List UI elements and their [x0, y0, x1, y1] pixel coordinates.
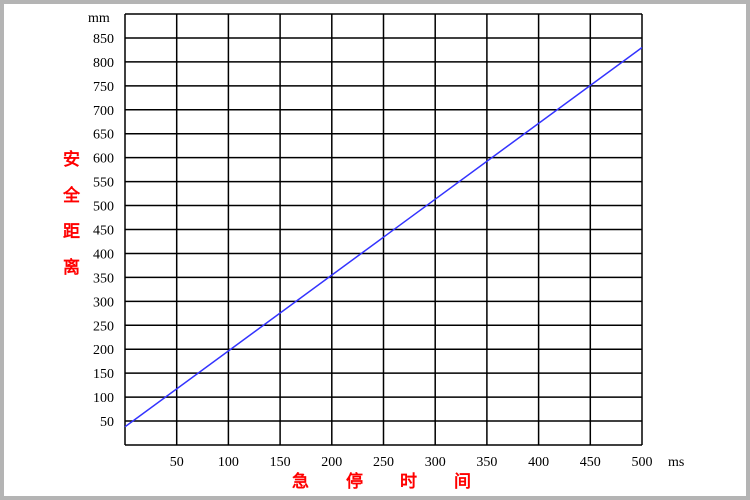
y-tick-label: 200	[93, 343, 114, 358]
x-tick-label: 450	[580, 455, 601, 470]
y-tick-label: 450	[93, 224, 114, 239]
x-tick-label: 300	[425, 455, 446, 470]
x-tick-label: 350	[476, 455, 497, 470]
y-tick-label: 100	[93, 391, 114, 406]
y-axis-title: 安全距离	[59, 150, 79, 294]
y-tick-label: 500	[93, 200, 114, 215]
y-tick-label: 50	[100, 415, 114, 430]
y-tick-label: 800	[93, 56, 114, 71]
y-tick-label: 850	[93, 32, 114, 47]
tick-labels: 50 100 150 200 250 300 350 400 450 500 50 100 150 200…	[93, 32, 653, 470]
x-axis-title: 急停时间	[292, 472, 508, 492]
series-lines	[124, 46, 643, 428]
x-tick-label: 100	[218, 455, 239, 470]
grid	[124, 13, 643, 446]
x-tick-label: 250	[373, 455, 394, 470]
x-tick-label: 400	[528, 455, 549, 470]
y-unit-label: mm	[88, 11, 110, 26]
x-tick-label: 200	[321, 455, 342, 470]
y-tick-label: 250	[93, 319, 114, 334]
x-tick-label: 50	[170, 455, 184, 470]
y-tick-label: 350	[93, 271, 114, 286]
y-tick-label: 700	[93, 104, 114, 119]
y-tick-label: 550	[93, 176, 114, 191]
y-tick-label: 750	[93, 80, 114, 95]
y-tick-label: 600	[93, 152, 114, 167]
x-tick-label: 150	[270, 455, 291, 470]
y-tick-label: 650	[93, 128, 114, 143]
y-tick-label: 400	[93, 247, 114, 262]
y-tick-label: 150	[93, 367, 114, 382]
x-tick-label: 500	[632, 455, 653, 470]
x-unit-label: ms	[668, 455, 684, 470]
series-line	[124, 46, 643, 428]
y-tick-label: 300	[93, 295, 114, 310]
